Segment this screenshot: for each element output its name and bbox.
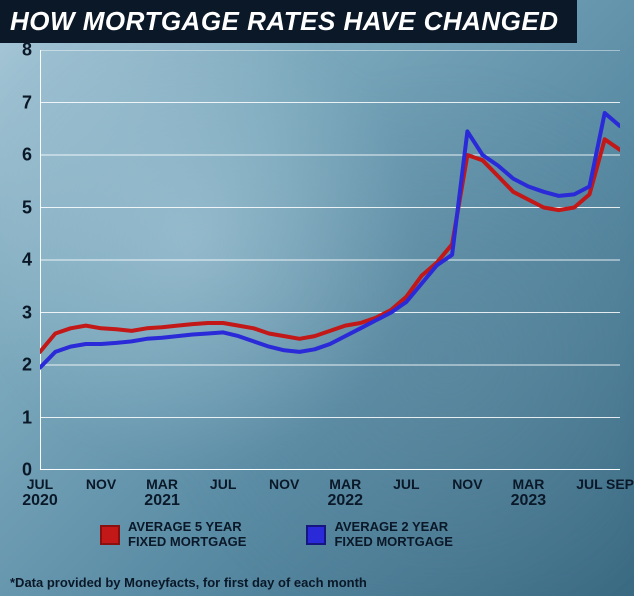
x-tick-label: SEP xyxy=(606,470,634,492)
x-tick-label: NOV xyxy=(452,470,482,492)
y-tick-label: 4 xyxy=(22,250,40,271)
plot-svg xyxy=(40,50,620,470)
x-tick-label: JUL xyxy=(393,470,419,492)
plot-area: 012345678JUL2020NOVMAR2021JULNOVMAR2022J… xyxy=(40,50,620,470)
y-tick-label: 3 xyxy=(22,302,40,323)
series-line xyxy=(40,139,620,352)
y-tick-label: 2 xyxy=(22,355,40,376)
x-tick-label: MAR2022 xyxy=(327,470,363,510)
x-tick-label: JUL xyxy=(576,470,602,492)
y-tick-label: 1 xyxy=(22,407,40,428)
chart-container: HOW MORTGAGE RATES HAVE CHANGED 01234567… xyxy=(0,0,634,596)
y-tick-label: 5 xyxy=(22,197,40,218)
legend-label: AVERAGE 2 YEAR FIXED MORTGAGE xyxy=(334,520,452,550)
legend-label: AVERAGE 5 YEAR FIXED MORTGAGE xyxy=(128,520,246,550)
x-tick-label: MAR2021 xyxy=(144,470,180,510)
legend: AVERAGE 5 YEAR FIXED MORTGAGE AVERAGE 2 Y… xyxy=(100,520,453,550)
legend-item: AVERAGE 5 YEAR FIXED MORTGAGE xyxy=(100,520,246,550)
x-tick-label: MAR2023 xyxy=(511,470,547,510)
y-tick-label: 6 xyxy=(22,145,40,166)
x-tick-label: JUL xyxy=(210,470,236,492)
legend-item: AVERAGE 2 YEAR FIXED MORTGAGE xyxy=(306,520,452,550)
legend-swatch xyxy=(100,525,120,545)
x-tick-label: NOV xyxy=(269,470,299,492)
x-tick-label: JUL2020 xyxy=(22,470,58,510)
chart-footnote: *Data provided by Moneyfacts, for first … xyxy=(10,575,367,590)
x-tick-label: NOV xyxy=(86,470,116,492)
legend-swatch xyxy=(306,525,326,545)
y-tick-label: 7 xyxy=(22,92,40,113)
chart-title: HOW MORTGAGE RATES HAVE CHANGED xyxy=(0,0,577,43)
